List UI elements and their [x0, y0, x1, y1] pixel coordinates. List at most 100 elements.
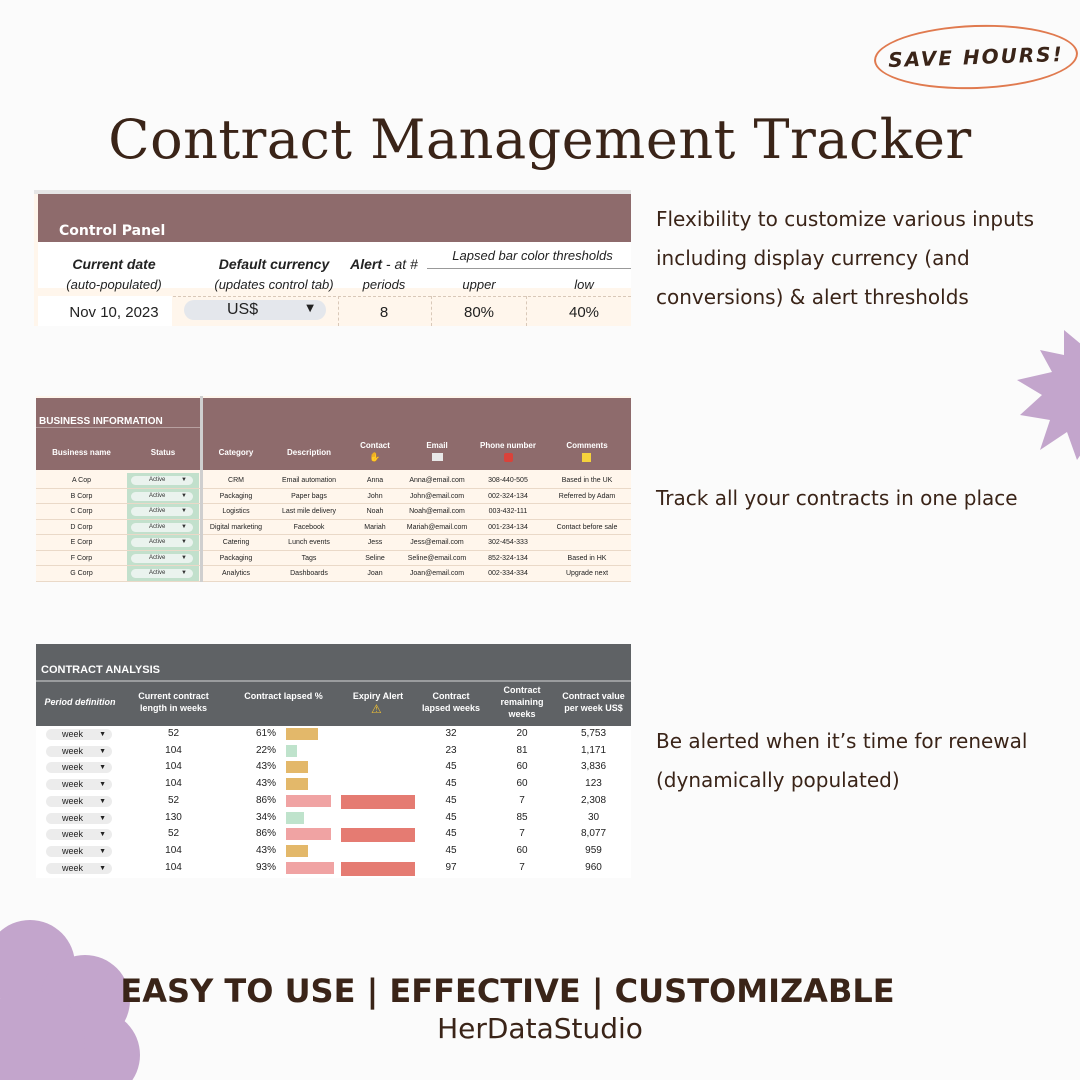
business-name-cell[interactable]: C Corp [70, 508, 93, 515]
lapsed-weeks-cell: 45 [445, 844, 457, 856]
alert-label: Alert - at # [339, 256, 429, 272]
alert-label-rest: - at # [382, 256, 418, 272]
contact-cell[interactable]: Joan [367, 570, 383, 577]
phone-cell[interactable]: 001-234-134 [488, 523, 528, 531]
status-select[interactable]: Active ▼ [131, 538, 193, 547]
email-cell[interactable]: Anna@email.com [409, 477, 465, 484]
date-cell-bg [38, 296, 172, 326]
comment-cell[interactable]: Upgrade next [565, 570, 609, 577]
status-select[interactable]: Active ▼ [131, 522, 193, 532]
email-cell[interactable]: John@email.com [409, 492, 465, 500]
status-select[interactable]: Active ▼ [131, 491, 193, 501]
header-category: Category [218, 448, 254, 457]
description-cell[interactable]: Dashboards [290, 570, 328, 577]
description-cell[interactable]: Paper bags [291, 492, 327, 500]
low-value[interactable]: 40% [568, 304, 600, 321]
expiry-alert-bar [341, 861, 415, 876]
email-cell[interactable]: Seline@email.com [407, 554, 467, 562]
tagline: EASY TO USE | EFFECTIVE | CUSTOMIZABLE [120, 972, 895, 1010]
lapsed-bar [286, 811, 304, 824]
status-select[interactable]: Active ▼ [131, 553, 193, 563]
phone-cell[interactable]: 302-454-333 [488, 539, 528, 546]
phone-cell[interactable]: 003-432-111 [488, 508, 528, 515]
comment-cell[interactable]: Based in HK [567, 554, 607, 562]
phone-cell[interactable]: 002-324-134 [488, 492, 528, 500]
description-cell[interactable]: Last mile delivery [281, 508, 337, 515]
description-track: Track all your contracts in one place [656, 479, 1076, 518]
business-name-cell[interactable]: A Cop [71, 477, 92, 484]
period-select[interactable]: week ▼ [46, 795, 112, 807]
category-cell[interactable]: Packaging [219, 554, 253, 562]
category-cell[interactable]: CRM [228, 477, 244, 484]
description-cell[interactable]: Tags [301, 554, 317, 562]
period-select[interactable]: week ▼ [46, 779, 112, 791]
table-row: A Cop Active ▼ CRM Email automation Anna Anna@… [36, 473, 631, 489]
contact-cell[interactable]: Seline [365, 554, 385, 562]
period-value: week [62, 729, 84, 739]
frozen-pane-divider [200, 396, 203, 582]
period-select[interactable]: week ▼ [46, 812, 112, 824]
email-cell[interactable]: Mariah@email.com [406, 523, 468, 531]
status-select[interactable]: Active ▼ [131, 476, 193, 485]
comment-cell[interactable]: Referred by Adam [558, 492, 616, 500]
upper-value[interactable]: 80% [463, 304, 495, 321]
email-cell[interactable]: Joan@email.com [409, 570, 465, 577]
period-select[interactable]: week ▼ [46, 829, 112, 841]
dropdown-arrow-icon: ▼ [99, 814, 106, 822]
comment-cell[interactable]: Contact before sale [556, 523, 618, 531]
comment-cell[interactable]: Based in the UK [561, 477, 613, 484]
category-cell[interactable]: Analytics [221, 570, 250, 577]
phone-cell[interactable]: 308-440-505 [488, 477, 528, 484]
business-name-cell[interactable]: E Corp [70, 539, 93, 546]
contact-cell[interactable]: Noah [366, 508, 384, 515]
description-cell[interactable]: Facebook [293, 523, 325, 531]
table-row: week ▼ 130 34% 45 85 30 [36, 810, 631, 827]
comment-cell[interactable] [543, 504, 631, 520]
business-name-cell[interactable]: D Corp [70, 523, 93, 531]
email-cell[interactable]: Jess@email.com [410, 539, 464, 546]
phone-cell[interactable]: 002-334-334 [488, 570, 528, 577]
description-line: including display currency (and [656, 246, 970, 270]
status-value: Active [149, 492, 166, 499]
phone-cell[interactable]: 852-324-134 [488, 554, 528, 562]
contact-cell[interactable]: John [367, 492, 383, 500]
comment-cell[interactable] [543, 535, 631, 551]
currency-value: US$ [227, 301, 259, 318]
period-select[interactable]: week ▼ [46, 745, 112, 757]
description-cell[interactable]: Email automation [281, 477, 337, 484]
description-alert: Be alerted when it’s time for renewal (d… [656, 722, 1076, 800]
table-row: C Corp Active ▼ Logistics Last mile delivery… [36, 504, 631, 520]
description-line: Track all your contracts in one place [656, 486, 1018, 510]
description-cell[interactable]: Lunch events [288, 539, 330, 546]
email-cell[interactable]: Noah@email.com [409, 508, 465, 515]
header-description: Description [286, 448, 331, 457]
table-row: B Corp Active ▼ Packaging Paper bags John John… [36, 489, 631, 504]
header-length: Current contract length in weeks [138, 691, 209, 713]
remaining-weeks-cell: 7 [519, 794, 525, 806]
status-select[interactable]: Active ▼ [131, 569, 193, 578]
category-cell[interactable]: Catering [222, 539, 250, 546]
note-icon [582, 453, 591, 462]
currency-label: Default currency [218, 256, 330, 272]
value-cell: 5,753 [580, 728, 607, 739]
alert-value[interactable]: 8 [379, 304, 389, 321]
business-name-cell[interactable]: B Corp [70, 492, 93, 500]
lapsed-bar [286, 861, 334, 874]
business-name-cell[interactable]: G Corp [70, 570, 93, 577]
currency-select[interactable]: US$ ▼ [184, 300, 326, 320]
contact-cell[interactable]: Mariah [364, 523, 386, 531]
category-cell[interactable]: Logistics [222, 508, 250, 515]
category-cell[interactable]: Digital marketing [209, 523, 263, 531]
thresholds-label: Lapsed bar color thresholds [452, 248, 613, 263]
contact-cell[interactable]: Jess [367, 539, 383, 546]
category-cell[interactable]: Packaging [219, 492, 253, 500]
business-name-cell[interactable]: F Corp [70, 554, 93, 562]
period-select[interactable]: week ▼ [46, 845, 112, 857]
contact-cell[interactable]: Anna [366, 477, 384, 484]
period-select[interactable]: week ▼ [46, 762, 112, 774]
status-select[interactable]: Active ▼ [131, 507, 193, 516]
period-select[interactable]: week ▼ [46, 729, 112, 740]
warning-icon: ⚠ [371, 702, 382, 716]
header-status: Status [150, 448, 176, 457]
period-select[interactable]: week ▼ [46, 862, 112, 874]
